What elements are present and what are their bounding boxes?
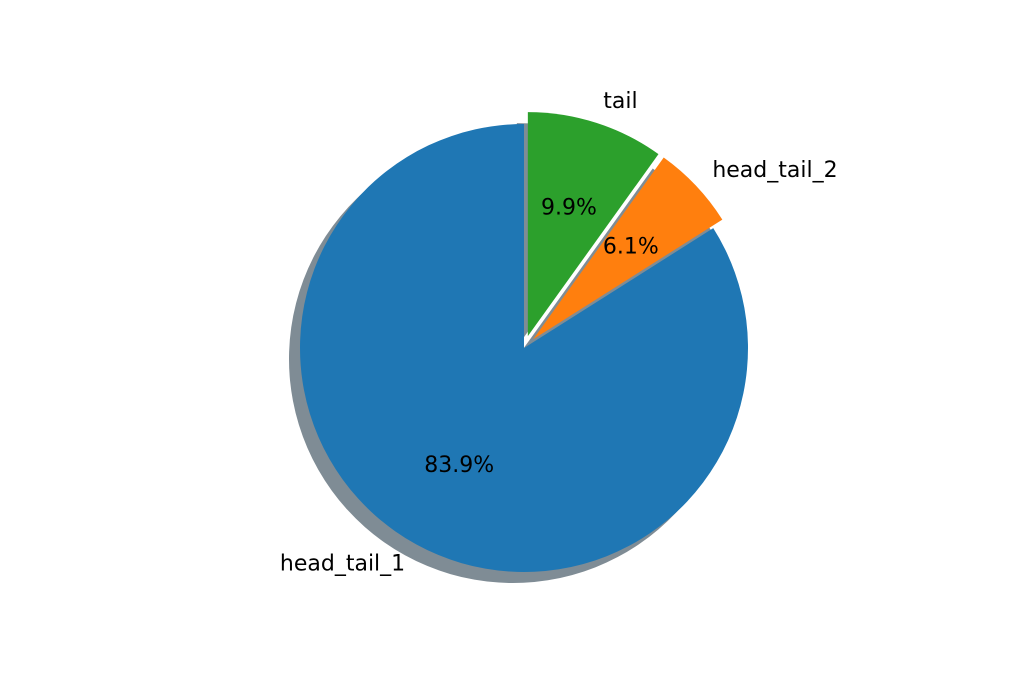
- pie-slice-head-tail-1: [300, 124, 749, 572]
- pie-slice-tail: [527, 112, 659, 337]
- slice-label-head-tail-1: head_tail_1: [280, 551, 405, 576]
- slice-percent-head-tail-2: 6.1%: [603, 235, 659, 260]
- pie-slice-head-tail-2: [533, 157, 723, 340]
- slice-percent-head-tail-1: 83.9%: [424, 453, 494, 478]
- pie-labels: head_tail_1 83.9% head_tail_2 6.1% tail 9.9%: [280, 89, 838, 576]
- slice-label-head-tail-2: head_tail_2: [712, 158, 837, 183]
- slice-percent-tail: 9.9%: [541, 196, 597, 221]
- slice-label-tail: tail: [603, 89, 637, 114]
- pie-slices: [300, 112, 749, 572]
